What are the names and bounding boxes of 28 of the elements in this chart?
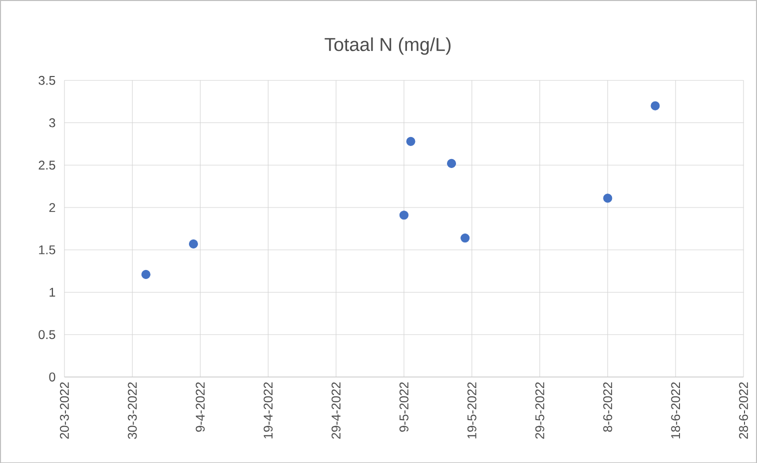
x-tick-label: 28-6-2022 bbox=[739, 382, 748, 439]
y-tick-label: 1 bbox=[50, 288, 56, 296]
x-tick-label: 20-3-2022 bbox=[60, 382, 69, 439]
y-tick-label: 2 bbox=[49, 202, 56, 212]
point bbox=[650, 101, 660, 110]
x-tick-label: 29-4-2022 bbox=[332, 382, 341, 439]
point bbox=[603, 193, 612, 203]
y-tick-label: 2.5 bbox=[38, 160, 56, 170]
point bbox=[406, 136, 416, 146]
x-tick-label: 29-5-2022 bbox=[535, 382, 544, 439]
y-tick-label: 3 bbox=[49, 118, 56, 128]
x-tick-label: 8-6-2022 bbox=[603, 382, 612, 432]
y-tick-label: 0.5 bbox=[38, 330, 56, 339]
point bbox=[460, 233, 470, 242]
x-tick-label: 9-4-2022 bbox=[196, 382, 205, 432]
y-tick-label: 3.5 bbox=[38, 76, 56, 85]
x-tick-label: 19-4-2022 bbox=[264, 382, 273, 438]
y-tick-label: 0 bbox=[49, 372, 56, 382]
point bbox=[188, 239, 198, 248]
x-tick-label: 19-5-2022 bbox=[467, 382, 476, 438]
point bbox=[446, 158, 456, 168]
x-tick-label: 9-5-2022 bbox=[399, 382, 408, 432]
x-tick-label: 30-3-2022 bbox=[128, 382, 137, 439]
chart-title: Totaal N (mg/L) bbox=[324, 37, 451, 55]
point bbox=[141, 270, 150, 279]
x-tick-label: 18-6-2022 bbox=[671, 382, 680, 438]
y-tick-label: 1.5 bbox=[39, 245, 56, 254]
point bbox=[399, 210, 408, 220]
